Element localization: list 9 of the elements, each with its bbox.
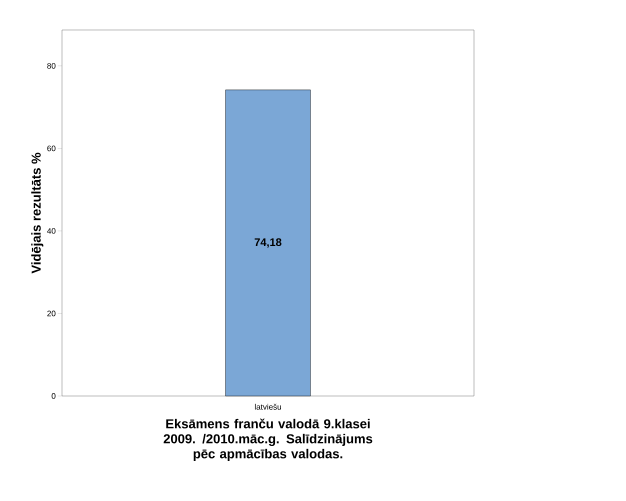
y-tick-label: 20 — [47, 310, 56, 316]
x-axis-title: Eksāmens franču valodā 9.klasei 2009. /2010.māc.g. Salīdzinājums pēc apmācības valodas. — [164, 418, 372, 461]
data-label: 74,18 — [254, 238, 282, 248]
x-tick-label: latviešu — [254, 404, 282, 410]
y-tick-label: 60 — [47, 146, 56, 152]
y-tick-label: 40 — [47, 228, 56, 234]
y-tick-label: 80 — [47, 63, 56, 69]
y-tick-label: 0 — [52, 393, 56, 399]
y-axis-title: Vidējais rezultāts % — [31, 152, 44, 274]
